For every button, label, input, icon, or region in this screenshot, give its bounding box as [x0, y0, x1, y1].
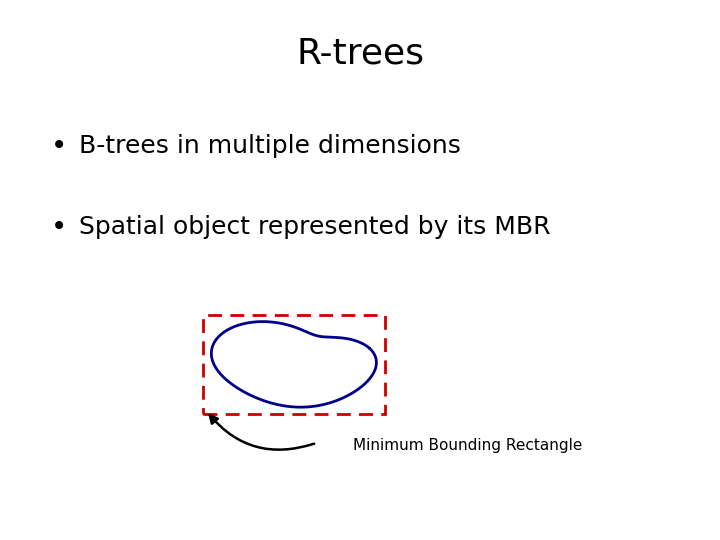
Text: •: •	[50, 213, 67, 241]
Text: •: •	[50, 132, 67, 160]
Text: B-trees in multiple dimensions: B-trees in multiple dimensions	[79, 134, 461, 158]
Text: Spatial object represented by its MBR: Spatial object represented by its MBR	[79, 215, 551, 239]
Text: R-trees: R-trees	[296, 37, 424, 71]
Bar	[203, 315, 385, 414]
Text: Minimum Bounding Rectangle: Minimum Bounding Rectangle	[353, 438, 582, 453]
